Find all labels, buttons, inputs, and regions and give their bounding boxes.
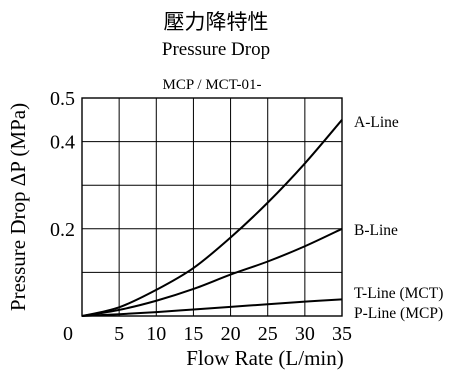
series-label: A-Line (354, 114, 399, 131)
series-line (81, 119, 343, 317)
series-curves (81, 119, 343, 317)
x-tick-label: 10 (146, 323, 166, 345)
y-tick-label: 0.4 (50, 132, 75, 154)
y-tick-label: 0.2 (50, 219, 75, 241)
x-tick-label: 25 (258, 323, 278, 345)
x-tick-label: 5 (114, 323, 124, 345)
x-tick-label: 0 (63, 323, 73, 345)
series-line (81, 227, 343, 317)
y-tick-label: 0.5 (50, 88, 75, 110)
series-label: B-Line (354, 222, 398, 239)
x-axis-label: Flow Rate (L/min) (186, 346, 343, 370)
series-label: P-Line (MCP) (354, 305, 443, 322)
x-tick-label: 35 (332, 323, 352, 345)
chart-title: Pressure Drop (162, 39, 270, 60)
x-tick-label: 20 (221, 323, 241, 345)
series-line (81, 298, 343, 317)
x-tick-label: 30 (295, 323, 315, 345)
tick-labels: 0 5 10 15 20 25 30 35 0.2 0.4 0.5 (50, 88, 352, 345)
chart-title-cn: 壓力降特性 (164, 10, 269, 34)
plot-frame (81, 97, 343, 317)
series-label: T-Line (MCT) (354, 285, 443, 302)
y-axis-label: Pressure Drop ΔP (MPa) (6, 103, 30, 311)
grid (82, 98, 342, 316)
x-tick-label: 15 (183, 323, 203, 345)
series-labels: A-Line B-Line T-Line (MCT) P-Line (MCP) (354, 114, 443, 322)
chart-subtitle: MCP / MCT-01- (163, 77, 262, 93)
